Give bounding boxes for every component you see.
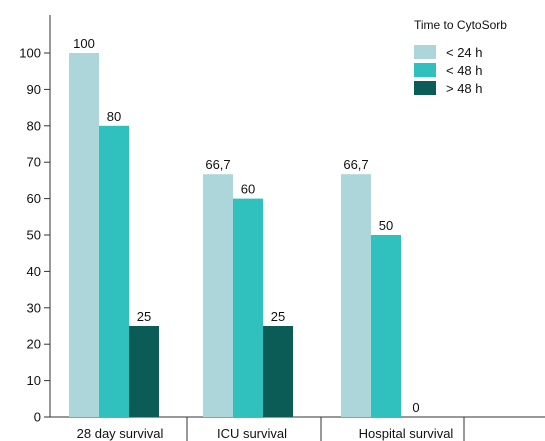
data-label: 60	[241, 182, 255, 197]
data-label: 66,7	[343, 157, 368, 172]
y-tick-label: 40	[27, 264, 41, 279]
legend-swatch	[414, 81, 436, 95]
legend: Time to CytoSorb < 24 h < 48 h > 48 h	[414, 18, 507, 96]
y-tick-label: 20	[27, 337, 41, 352]
y-tick-label: 60	[27, 191, 41, 206]
data-label: 0	[412, 400, 419, 415]
data-label: 50	[379, 218, 393, 233]
bar	[203, 174, 233, 417]
x-axis: 28 day survival ICU survival Hospital surv…	[50, 416, 545, 441]
y-tick-label: 50	[27, 228, 41, 243]
bar	[69, 53, 99, 417]
legend-title: Time to CytoSorb	[414, 18, 507, 32]
legend-label: > 48 h	[446, 81, 483, 96]
bar	[129, 326, 159, 417]
data-label: 25	[271, 309, 285, 324]
data-label: 100	[73, 36, 95, 51]
legend-swatch	[414, 63, 436, 77]
legend-label: < 24 h	[446, 45, 483, 60]
bars	[69, 53, 401, 418]
data-label: 25	[137, 309, 151, 324]
y-tick-label: 10	[27, 373, 41, 388]
bar	[99, 125, 129, 418]
legend-swatch	[414, 45, 436, 59]
x-category-label: Hospital survival	[359, 426, 454, 441]
bar	[371, 235, 401, 417]
y-tick-label: 0	[34, 410, 41, 425]
y-tick-label: 90	[27, 82, 41, 97]
bar	[341, 174, 371, 417]
x-category-label: ICU survival	[217, 426, 287, 441]
legend-label: < 48 h	[446, 63, 483, 78]
data-label: 66,7	[205, 157, 230, 172]
data-label: 80	[107, 109, 121, 124]
y-tick-label: 80	[27, 118, 41, 133]
y-axis: 0 10 20 30 40 50 60 70 80 90 100	[19, 15, 51, 425]
y-tick-label: 100	[19, 46, 41, 61]
data-labels: 100 66,7 66,7 80 60 50 25 25 0	[73, 36, 419, 415]
bar	[233, 198, 263, 417]
y-tick-label: 70	[27, 155, 41, 170]
bar	[263, 326, 293, 417]
y-tick-label: 30	[27, 300, 41, 315]
x-category-label: 28 day survival	[77, 426, 164, 441]
